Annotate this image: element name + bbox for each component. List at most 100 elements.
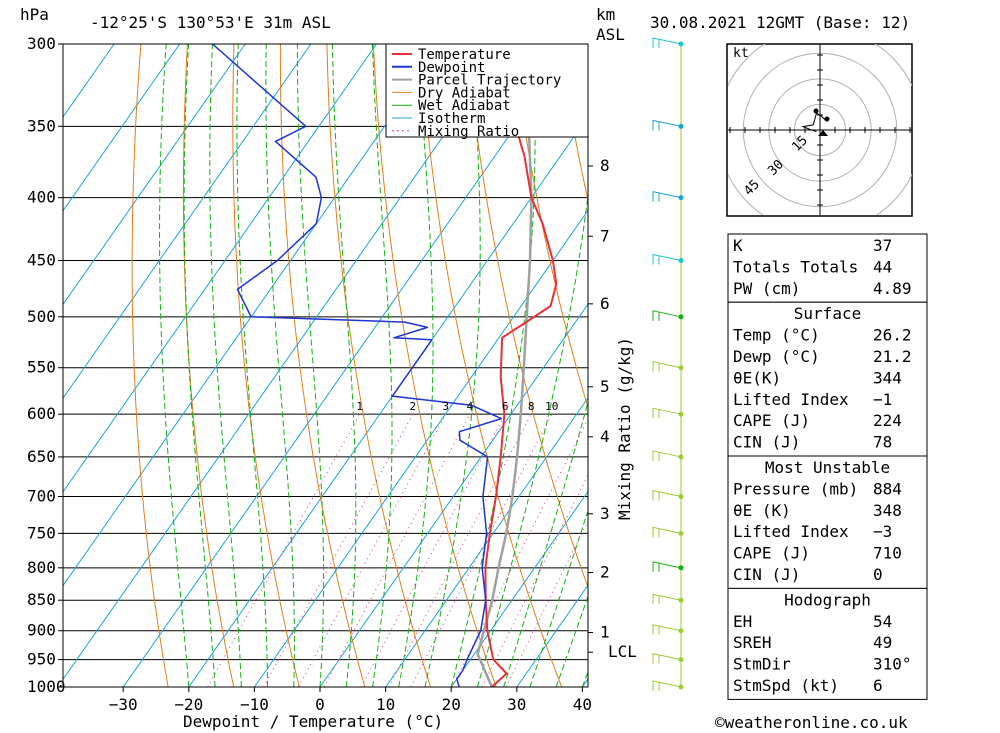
dry-adiabat [232, 44, 300, 687]
pressure-tick-label: 650 [27, 447, 56, 466]
stats-value: 6 [873, 676, 883, 695]
temp-tick-label: −10 [240, 695, 269, 714]
stats-value: 37 [873, 236, 892, 255]
stats-value: 344 [873, 368, 902, 387]
legend-entry: Mixing Ratio [418, 124, 519, 140]
temp-tick-label: 30 [507, 695, 526, 714]
pressure-tick-label: 500 [27, 307, 56, 326]
pressure-tick-label: 400 [27, 188, 56, 207]
wet-adiabat [159, 44, 190, 687]
pressure-tick-label: 950 [27, 650, 56, 669]
mixing-ratio-label: 4 [467, 400, 474, 413]
plot-frame [62, 43, 589, 688]
legend-entry: Isotherm [418, 111, 485, 127]
temp-tick-label: −30 [109, 695, 138, 714]
isotherm [63, 44, 181, 212]
datetime-title: 30.08.2021 12GMT (Base: 12) [650, 13, 910, 32]
temp-tick-label: 10 [376, 695, 395, 714]
dry-adiabat [326, 44, 431, 687]
pressure-tick-label: 350 [27, 116, 56, 135]
wind-barb [652, 310, 682, 321]
stats-section [727, 455, 928, 589]
skewt-axes: 3003504004505005506006507007508008509009… [27, 34, 592, 714]
dry-adiabat [512, 44, 588, 410]
stats-label: CIN (J) [733, 433, 800, 452]
temp-tick-label: 20 [442, 695, 461, 714]
dry-adiabat [131, 44, 169, 687]
mixing-ratio-label: 2 [410, 400, 417, 413]
legend-entry: Wet Adiabat [418, 98, 511, 114]
stats-label: Pressure (mb) [733, 479, 858, 498]
stats-label: Temp (°C) [733, 326, 820, 345]
mixing-ratio-line [263, 413, 414, 687]
stats-value: 78 [873, 433, 892, 452]
mixing-ratio-label: 8 [528, 400, 535, 413]
asl-label: ASL [596, 25, 625, 44]
pressure-tick-label: 900 [27, 621, 56, 640]
stats-value: 310° [873, 655, 912, 674]
stats-value: 44 [873, 257, 892, 276]
stats-label: PW (cm) [733, 279, 800, 298]
stats-tables: K 37 Totals Totals 44 PW (cm) 4.89 Surface Temp… [727, 233, 928, 700]
stats-value: 21.2 [873, 347, 912, 366]
isotherm [63, 44, 443, 587]
wet-adiabat [209, 44, 242, 687]
wind-barbs [652, 37, 684, 691]
dry-adiabat [372, 44, 497, 687]
dry-adiabat [932, 44, 1000, 687]
stats-value: −1 [873, 390, 892, 409]
stats-section [727, 587, 928, 700]
wind-barb [652, 361, 682, 372]
wind-barb [652, 407, 682, 419]
mixing-ratio-label: 3 [442, 400, 449, 413]
height-tick-label: 4 [600, 427, 610, 446]
pressure-tick-label: 300 [27, 34, 56, 53]
dewpoint-line [212, 44, 503, 687]
x-axis-label: Dewpoint / Temperature (°C) [183, 712, 443, 731]
stats-label: SREH [733, 633, 772, 652]
stats-value: 0 [873, 565, 883, 584]
surface-title: Surface [794, 304, 861, 323]
mixing-ratio-label: 6 [502, 400, 509, 413]
isotherm [319, 303, 588, 687]
stats-value: 54 [873, 612, 892, 631]
height-tick-label: 5 [600, 377, 610, 396]
legend-entry: Parcel Trajectory [418, 73, 561, 89]
hodograph-trace [801, 112, 828, 133]
stats-label: StmSpd (kt) [733, 676, 839, 695]
wet-adiabat [265, 44, 295, 687]
stats-label: CAPE (J) [733, 411, 810, 430]
temperature-line [484, 44, 558, 687]
pressure-tick-label: 550 [27, 358, 56, 377]
legend-entry: Dry Adiabat [418, 85, 511, 101]
isotherm [63, 44, 509, 681]
wet-adiabat [183, 44, 216, 687]
stats-label: EH [733, 612, 752, 631]
wet-adiabat [398, 44, 434, 687]
stats-label: CIN (J) [733, 565, 800, 584]
wet-adiabat [450, 44, 536, 687]
pressure-tick-label: 700 [27, 487, 56, 506]
stats-value: 224 [873, 411, 902, 430]
wind-barb [652, 450, 682, 461]
isotherm [385, 396, 588, 687]
pressure-tick-label: 450 [27, 251, 56, 270]
wind-barb [652, 526, 682, 538]
copyright: ©weatheronline.co.uk [715, 713, 908, 732]
wind-barb [652, 37, 682, 48]
wind-barb [652, 253, 682, 265]
height-tick-label: 7 [600, 226, 610, 245]
isotherm [63, 44, 377, 493]
height-tick-label: 6 [600, 294, 610, 313]
stats-label: StmDir [733, 655, 791, 674]
hodograph-point [824, 116, 830, 122]
wet-adiabat [476, 190, 588, 687]
temp-tick-label: −20 [174, 695, 203, 714]
height-tick-label: 8 [600, 156, 610, 175]
isotherm [122, 44, 574, 687]
pressure-unit-label: hPa [20, 5, 49, 24]
stats-value: 348 [873, 501, 902, 520]
pressure-tick-label: 850 [27, 590, 56, 609]
